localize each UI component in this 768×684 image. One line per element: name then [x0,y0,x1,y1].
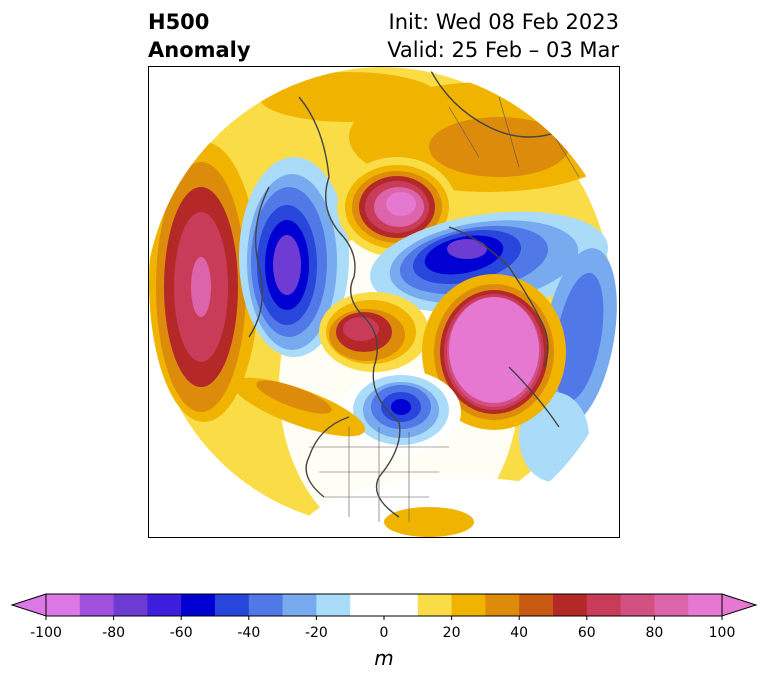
pacific-ridge [149,142,259,422]
colorbar-extend-high [721,593,758,617]
borders [309,96,580,522]
colorbar-tick-label: 40 [510,625,529,641]
run-info: Init: Wed 08 Feb 2023 Valid: 25 Feb – 03… [387,8,619,64]
colorbar-unit: m [374,646,394,670]
colorbar-tick-label: 100 [708,625,736,641]
map-canvas [149,67,619,537]
colorbar-swatch [46,594,81,616]
colorbar-swatch [215,594,250,616]
colorbar-swatch [553,594,588,616]
colorbar-swatch [417,594,453,616]
colorbar-swatch [688,594,723,616]
colorbar-swatch [147,594,182,616]
colorbar [10,593,758,620]
coastlines [248,67,570,518]
colorbar-swatch [282,594,317,616]
atlantic-ridge [422,274,566,430]
colorbar-tick-label: -40 [237,625,261,641]
colorbar-swatch [181,594,216,616]
colorbar-swatch [316,594,351,616]
colorbar-swatch [113,594,148,616]
colorbar-swatch [248,594,284,616]
colorbar-swatch [654,594,689,616]
colorbar-tick-label: -80 [102,625,126,641]
colorbar-tick-label: -100 [30,625,62,641]
colorbar-tick-label: 80 [645,625,664,641]
southern-band [232,377,474,537]
colorbar-swatch [451,594,486,616]
europe-trough [369,211,617,482]
title-line-2: Anomaly [148,38,251,62]
valid-time: Valid: 25 Feb – 03 Mar [387,38,619,62]
colorbar-swatch [485,594,520,616]
western-trough [239,157,349,357]
map-title: H500 Anomaly [148,8,251,64]
east-na-trough [341,370,461,454]
colorbar-swatch [620,594,655,616]
colorbar-swatch [350,594,385,616]
colorbar-tick-label: 0 [379,625,389,641]
anomaly-map [148,66,620,538]
colorbar-swatch [79,594,115,616]
colorbar-swatch [586,594,622,616]
colorbar-tick-label: 20 [442,625,461,641]
colorbar-extend-low [10,593,47,617]
colorbar-swatch [384,594,419,616]
init-time: Init: Wed 08 Feb 2023 [388,10,619,34]
colorbar-tick-label: -20 [304,625,328,641]
title-line-1: H500 [148,10,210,34]
colorbar-tick-label: 60 [577,625,596,641]
colorbar-swatch [519,594,554,616]
colorbar-tick-label: -60 [169,625,193,641]
